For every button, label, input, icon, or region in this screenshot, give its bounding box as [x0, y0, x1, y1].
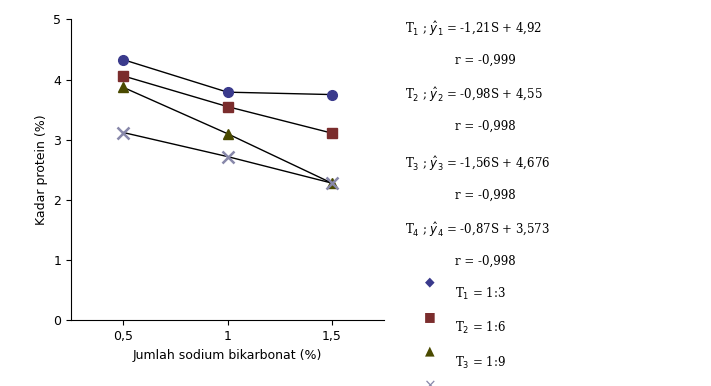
Text: ◆: ◆	[425, 275, 435, 288]
Text: T$_3$ ; $\hat{y}_3$ = -1,56S + 4,676: T$_3$ ; $\hat{y}_3$ = -1,56S + 4,676	[405, 154, 550, 173]
Text: T$_1$ = 1:3: T$_1$ = 1:3	[455, 286, 506, 302]
Text: ×: ×	[424, 379, 437, 386]
X-axis label: Jumlah sodium bikarbonat (%): Jumlah sodium bikarbonat (%)	[133, 349, 322, 362]
Text: r = -0,998: r = -0,998	[455, 120, 515, 133]
Text: T$_3$ = 1:9: T$_3$ = 1:9	[455, 355, 506, 371]
Text: r = -0,998: r = -0,998	[455, 189, 515, 202]
Y-axis label: Kadar protein (%): Kadar protein (%)	[35, 115, 48, 225]
Text: ▲: ▲	[425, 345, 435, 358]
Text: T$_1$ ; $\hat{y}_1$ = -1,21S + 4,92: T$_1$ ; $\hat{y}_1$ = -1,21S + 4,92	[405, 19, 542, 38]
Text: ■: ■	[424, 310, 436, 323]
Text: T$_2$ ; $\hat{y}_2$ = -0,98S + 4,55: T$_2$ ; $\hat{y}_2$ = -0,98S + 4,55	[405, 85, 543, 104]
Text: T$_2$ = 1:6: T$_2$ = 1:6	[455, 320, 506, 337]
Text: r = -0,999: r = -0,999	[455, 54, 515, 67]
Text: T$_4$ ; $\hat{y}_4$ = -0,87S + 3,573: T$_4$ ; $\hat{y}_4$ = -0,87S + 3,573	[405, 220, 550, 239]
Text: r = -0,998: r = -0,998	[455, 255, 515, 268]
